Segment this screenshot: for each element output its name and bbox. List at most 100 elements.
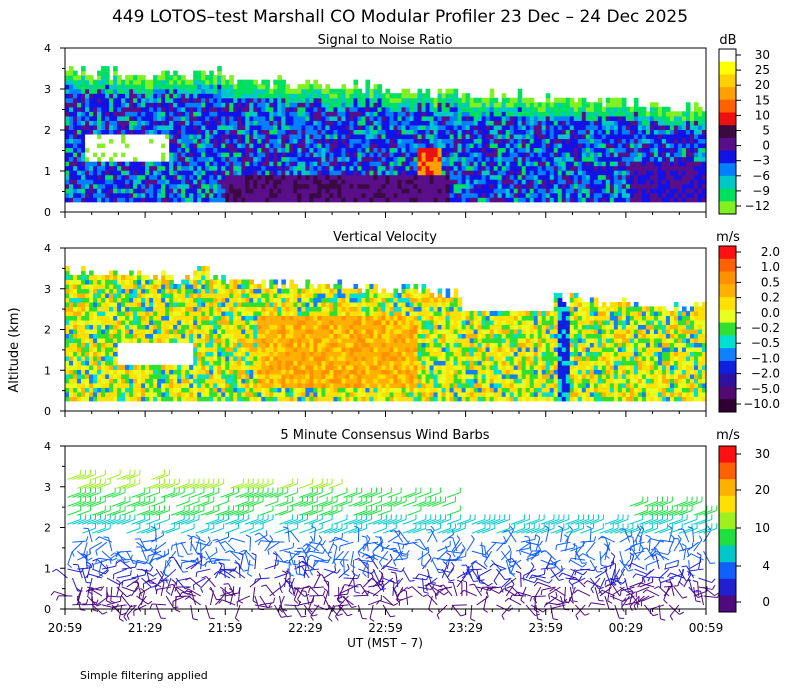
heatmap-cell: [153, 129, 158, 135]
heatmap-cell: [125, 84, 130, 90]
heatmap-cell: [101, 396, 106, 402]
heatmap-cell: [393, 102, 399, 108]
heatmap-cell: [105, 297, 110, 303]
heatmap-cell: [157, 333, 162, 339]
heatmap-cell: [169, 391, 174, 397]
heatmap-cell: [133, 161, 138, 167]
heatmap-cell: [409, 111, 415, 117]
heatmap-cell: [69, 360, 74, 366]
heatmap-cell: [349, 120, 355, 126]
heatmap-cell: [113, 188, 118, 194]
heatmap-cell: [261, 179, 266, 185]
heatmap-cell: [417, 161, 423, 167]
heatmap-cell: [93, 156, 98, 162]
heatmap-cell: [189, 142, 194, 149]
heatmap-cell: [73, 97, 78, 103]
heatmap-cell: [445, 197, 451, 203]
heatmap-cell: [165, 391, 170, 397]
heatmap-cell: [573, 115, 579, 121]
heatmap-cell: [161, 70, 166, 76]
heatmap-cell: [177, 369, 182, 375]
heatmap-cell: [101, 142, 106, 149]
heatmap-cell: [217, 142, 222, 149]
heatmap-cell: [329, 161, 335, 167]
heatmap-cell: [525, 183, 531, 189]
heatmap-cell: [105, 124, 110, 130]
heatmap-cell: [389, 124, 395, 130]
heatmap-cell: [277, 142, 282, 149]
heatmap-cell: [137, 319, 142, 326]
heatmap-cell: [533, 106, 539, 112]
heatmap-cell: [165, 124, 170, 130]
heatmap-cell: [117, 97, 122, 103]
heatmap-cell: [69, 106, 74, 112]
heatmap-cell: [413, 197, 419, 203]
heatmap-cell: [513, 188, 519, 194]
heatmap-cell: [593, 197, 599, 203]
heatmap-cell: [509, 161, 515, 167]
heatmap-cell: [113, 378, 118, 384]
heatmap-cell: [109, 129, 114, 135]
heatmap-cell: [649, 161, 655, 167]
heatmap-cell: [665, 124, 671, 130]
heatmap-cell: [689, 133, 695, 140]
heatmap-cell: [213, 192, 218, 198]
heatmap-cell: [193, 324, 198, 330]
heatmap-cell: [141, 147, 146, 153]
heatmap-cell: [129, 115, 134, 121]
heatmap-cell: [193, 170, 198, 176]
heatmap-cell: [185, 170, 190, 176]
heatmap-cell: [589, 120, 595, 126]
heatmap-cell: [389, 106, 395, 112]
heatmap-cell: [557, 142, 563, 149]
heatmap-cell: [425, 102, 431, 108]
heatmap-cell: [569, 115, 575, 121]
heatmap-cell: [229, 97, 234, 103]
heatmap-cell: [205, 387, 210, 393]
heatmap-cell: [133, 170, 138, 176]
heatmap-cell: [121, 84, 126, 90]
heatmap-cell: [617, 170, 623, 176]
heatmap-cell: [649, 156, 655, 162]
heatmap-cell: [305, 111, 310, 117]
heatmap-cell: [121, 138, 126, 144]
heatmap-cell: [465, 93, 471, 99]
heatmap-cell: [577, 106, 583, 112]
heatmap-cell: [77, 292, 82, 299]
heatmap-cell: [601, 142, 607, 149]
heatmap-cell: [389, 170, 395, 176]
heatmap-cell: [257, 170, 262, 176]
heatmap-cell: [313, 174, 318, 180]
heatmap-cell: [453, 170, 459, 176]
heatmap-cell: [121, 274, 126, 281]
heatmap-cell: [457, 102, 463, 108]
heatmap-cell: [169, 133, 174, 140]
heatmap-cell: [617, 124, 623, 130]
heatmap-cell: [393, 188, 399, 194]
heatmap-cell: [161, 156, 166, 162]
heatmap-cell: [109, 138, 114, 144]
heatmap-cell: [129, 156, 134, 162]
heatmap-cell: [193, 297, 198, 303]
heatmap-cell: [321, 179, 327, 185]
heatmap-cell: [373, 97, 379, 103]
heatmap-cell: [489, 188, 495, 194]
heatmap-cell: [409, 102, 415, 108]
heatmap-cell: [141, 301, 146, 308]
heatmap-cell: [537, 115, 543, 121]
heatmap-cell: [293, 161, 298, 167]
heatmap-cell: [669, 197, 675, 203]
heatmap-cell: [125, 301, 130, 308]
heatmap-cell: [85, 106, 90, 112]
heatmap-cell: [409, 197, 415, 203]
heatmap-cell: [445, 192, 451, 198]
heatmap-cell: [201, 369, 206, 375]
heatmap-cell: [273, 152, 278, 158]
heatmap-cell: [141, 292, 146, 299]
heatmap-cell: [385, 115, 391, 121]
heatmap-cell: [469, 106, 475, 112]
heatmap-cell: [425, 152, 431, 158]
heatmap-cell: [321, 188, 327, 194]
heatmap-cell: [105, 355, 110, 361]
heatmap-cell: [113, 129, 118, 135]
